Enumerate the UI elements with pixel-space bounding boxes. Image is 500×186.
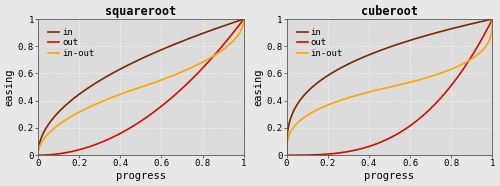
Title: cuberoot: cuberoot	[361, 5, 418, 18]
in-out	[241, 18, 247, 20]
Y-axis label: easing: easing	[254, 68, 264, 106]
Line: out: out	[38, 19, 244, 155]
in	[452, 27, 458, 29]
Legend: in, out, in-out: in, out, in-out	[46, 26, 96, 60]
out	[382, 140, 388, 142]
in-out	[382, 87, 388, 89]
Y-axis label: easing: easing	[5, 68, 15, 106]
Line: in-out: in-out	[286, 19, 492, 155]
X-axis label: progress: progress	[116, 171, 166, 181]
Line: in-out: in-out	[38, 19, 244, 155]
in-out	[284, 154, 290, 156]
in	[158, 49, 164, 51]
in	[382, 47, 388, 50]
out	[484, 28, 490, 30]
Legend: in, out, in-out: in, out, in-out	[295, 26, 344, 60]
in	[395, 43, 401, 45]
in	[35, 154, 41, 156]
in-out	[490, 18, 496, 20]
out	[490, 18, 496, 20]
out	[236, 24, 242, 27]
in	[284, 154, 290, 156]
in-out	[395, 84, 401, 86]
out	[406, 125, 412, 128]
in	[241, 18, 247, 20]
in-out	[382, 87, 388, 89]
in-out	[484, 43, 490, 45]
in-out	[406, 81, 412, 84]
in-out	[146, 83, 152, 85]
out	[284, 154, 290, 156]
Line: out: out	[286, 19, 492, 155]
in	[146, 54, 152, 56]
in	[236, 20, 242, 22]
out	[382, 139, 388, 141]
out	[452, 79, 458, 81]
Title: squareroot: squareroot	[106, 5, 176, 18]
in	[484, 19, 490, 21]
in	[382, 48, 388, 50]
Line: in: in	[286, 19, 492, 155]
in	[132, 60, 138, 62]
out	[158, 106, 164, 108]
in	[134, 60, 140, 62]
out	[204, 63, 210, 65]
in	[204, 31, 210, 33]
in-out	[452, 66, 458, 69]
in	[406, 40, 412, 42]
Line: in: in	[38, 19, 244, 155]
out	[146, 114, 152, 116]
in-out	[134, 87, 140, 89]
out	[134, 123, 140, 125]
X-axis label: progress: progress	[364, 171, 414, 181]
in-out	[204, 59, 210, 61]
out	[395, 132, 401, 135]
in-out	[35, 154, 41, 156]
out	[132, 123, 138, 126]
in-out	[158, 79, 164, 81]
in	[490, 18, 496, 20]
out	[35, 154, 41, 156]
out	[241, 18, 247, 20]
in-out	[236, 33, 242, 35]
in-out	[132, 88, 138, 90]
